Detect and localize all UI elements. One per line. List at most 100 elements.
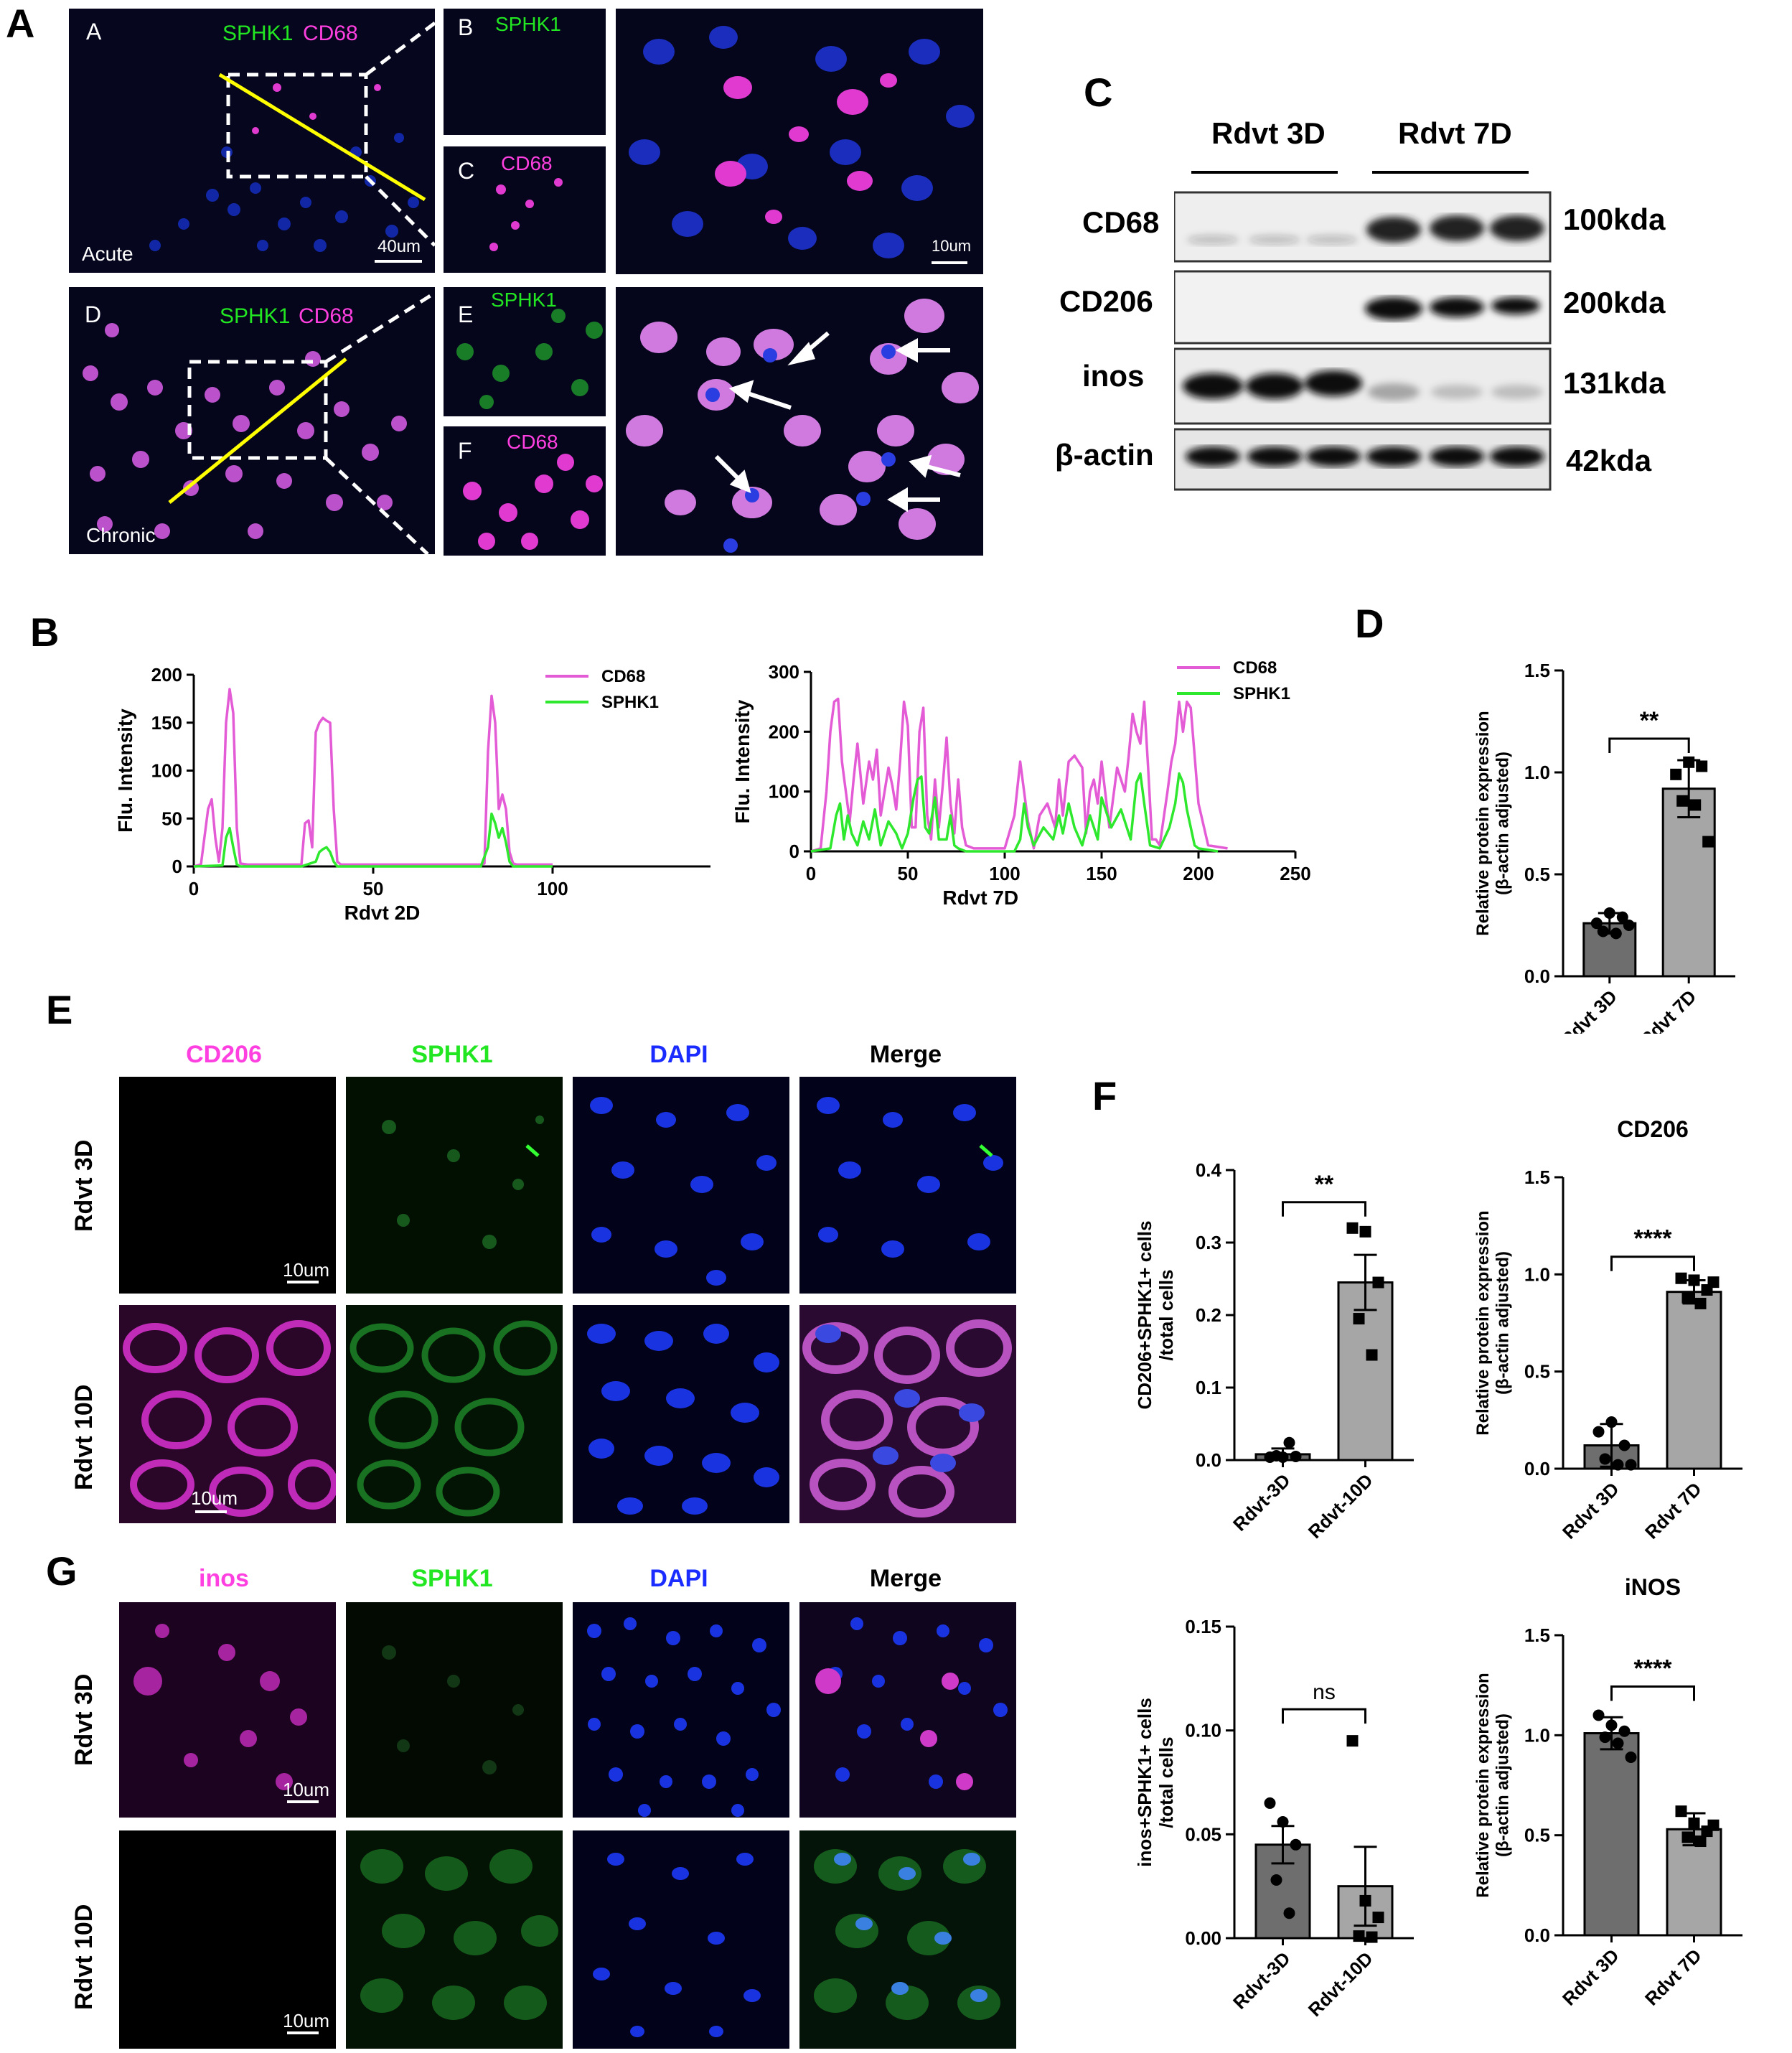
chart-inos-bar: iNOS 0.0 0.5 1.0 1.5 Relative protein express… [1473, 1574, 1742, 2010]
e-10d-dapi-nuclei [587, 1324, 779, 1515]
y-tick-label: 300 [769, 661, 799, 683]
x-tick-label: 100 [989, 863, 1020, 884]
x-tick-label: Rdvt 7D [1641, 1945, 1706, 2010]
x-tick-label: 50 [363, 878, 384, 899]
data-point [1599, 1453, 1611, 1465]
acute-cd68-cells [489, 178, 563, 251]
micrograph-acute-zoom: 10um [616, 9, 983, 274]
panel-label-c: C [1084, 70, 1113, 115]
e-3d-scale-label: 10um [283, 1259, 330, 1281]
e-10d-cd206-signal [123, 1320, 336, 1517]
chronic-f-marker: CD68 [507, 431, 558, 453]
data-point [1290, 1838, 1302, 1851]
chart-cd68-bar: CD68 0.0 0.5 1.0 1.5 Relative protein express… [1473, 632, 1735, 1034]
data-point [1618, 1725, 1631, 1737]
y-tick-label: 0.15 [1185, 1616, 1221, 1637]
data-point [1681, 1291, 1694, 1304]
acute-sublabel: A [86, 19, 102, 45]
series-line-cd68 [810, 697, 1228, 853]
series-line-cd68 [193, 688, 553, 868]
blot-group-3d: Rdvt 3D [1211, 116, 1326, 150]
e-3d-scale-bar [287, 1281, 319, 1283]
acute-scale-bar [375, 260, 422, 263]
acute-c-sublabel: C [458, 158, 475, 184]
data-point [1675, 1272, 1687, 1284]
e-10d-sphk1-signal [350, 1320, 558, 1517]
y-tick-label: 150 [151, 712, 182, 734]
data-point [1592, 1709, 1605, 1721]
bar-1 [1666, 1291, 1722, 1470]
data-point [1359, 1225, 1371, 1238]
data-point [1277, 1815, 1289, 1828]
micrograph-acute-sphk1: B SPHK1 [444, 9, 606, 135]
y-tick-label: 200 [151, 664, 182, 686]
chronic-sphk1-label: SPHK1 [220, 304, 291, 328]
blot-row-actin-label: β-actin [1055, 438, 1154, 472]
chart-line-7d: 0 100 200 300 0 50 100 150 200 250 Rdvt 7D Flu. Int… [731, 658, 1311, 909]
data-point [1616, 911, 1628, 923]
micrograph-acute-cd68: C CD68 [444, 146, 606, 273]
e-10d-merge [799, 1305, 1016, 1523]
x-tick-label: 100 [537, 878, 568, 899]
y-tick-label: 0.05 [1185, 1823, 1221, 1845]
g-10d-dapi [573, 1830, 789, 2049]
chronic-condition-label: Chronic [86, 524, 156, 546]
y-tick-label: 0.3 [1196, 1232, 1221, 1253]
data-point [1599, 1731, 1611, 1744]
g-3d-merge-signal [815, 1617, 1008, 1790]
panel-e-col-dapi: DAPI [649, 1041, 708, 1068]
y-tick-label: 0.0 [1196, 1449, 1221, 1471]
x-tick-label: 50 [898, 863, 919, 884]
data-point [1675, 1805, 1687, 1818]
panel-label-a: A [6, 1, 35, 46]
chronic-cd68-cells [463, 454, 603, 550]
data-point [1346, 1222, 1359, 1234]
acute-sphk1-label: SPHK1 [222, 22, 294, 45]
data-point [1353, 1313, 1365, 1325]
chronic-sphk1-cells [456, 309, 603, 409]
data-point [1696, 760, 1708, 772]
y-tick-label: 0.00 [1185, 1927, 1221, 1949]
panel-label-f: F [1092, 1073, 1117, 1118]
blot-group-3d-bracket [1191, 171, 1338, 174]
e-3d-merge-signal [817, 1097, 1003, 1258]
data-point [1283, 1907, 1295, 1919]
blot-row-inos-size: 131kda [1563, 366, 1666, 400]
acute-zoom-cells [629, 26, 975, 258]
y-tick-label: 0.4 [1196, 1159, 1222, 1181]
bar-1 [1337, 1281, 1394, 1462]
data-point [1689, 799, 1702, 811]
y-axis-label: Relative protein expression(β-actin adju… [1473, 711, 1513, 935]
y-tick-label: 0.5 [1524, 1361, 1550, 1383]
significance-label: ** [1640, 707, 1659, 734]
y-tick-label: 1.0 [1524, 1263, 1550, 1285]
panel-label-d: D [1355, 601, 1384, 646]
acute-b-marker: SPHK1 [495, 13, 561, 35]
x-tick-label: Rdvt-10D [1304, 1469, 1377, 1543]
panel-e-col-sphk1: SPHK1 [411, 1041, 493, 1068]
data-point [1618, 1439, 1631, 1451]
g-10d-dapi-nuclei [593, 1853, 761, 2037]
significance-label: **** [1634, 1655, 1673, 1682]
y-axis-label: inos+SPHK1+ cells/total cells [1134, 1698, 1177, 1867]
data-point [1592, 1426, 1605, 1438]
acute-b-sublabel: B [458, 14, 474, 40]
g-10d-sphk1 [346, 1830, 563, 2049]
data-point [1612, 1737, 1624, 1749]
data-point [1610, 927, 1622, 940]
data-point [1688, 1817, 1700, 1829]
y-tick-label: 1.5 [1524, 1166, 1550, 1188]
data-point [1670, 768, 1682, 780]
y-tick-label: 0.2 [1196, 1304, 1221, 1326]
series-line-sphk1 [810, 772, 1219, 853]
data-point [1688, 1274, 1700, 1286]
bar-1 [1661, 787, 1716, 978]
x-tick-label: Rdvt-3D [1229, 1469, 1295, 1535]
y-axis-label: Relative protein expression(β-actin adju… [1473, 1210, 1513, 1435]
x-tick-label: 150 [1086, 863, 1117, 884]
y-tick-label: 1.0 [1524, 1724, 1550, 1746]
e-10d-dapi [573, 1305, 789, 1523]
panel-e-row-3d: Rdvt 3D [70, 1139, 98, 1232]
x-tick-label: Rdvt 3D [1558, 1478, 1623, 1543]
data-point [1353, 1930, 1365, 1942]
